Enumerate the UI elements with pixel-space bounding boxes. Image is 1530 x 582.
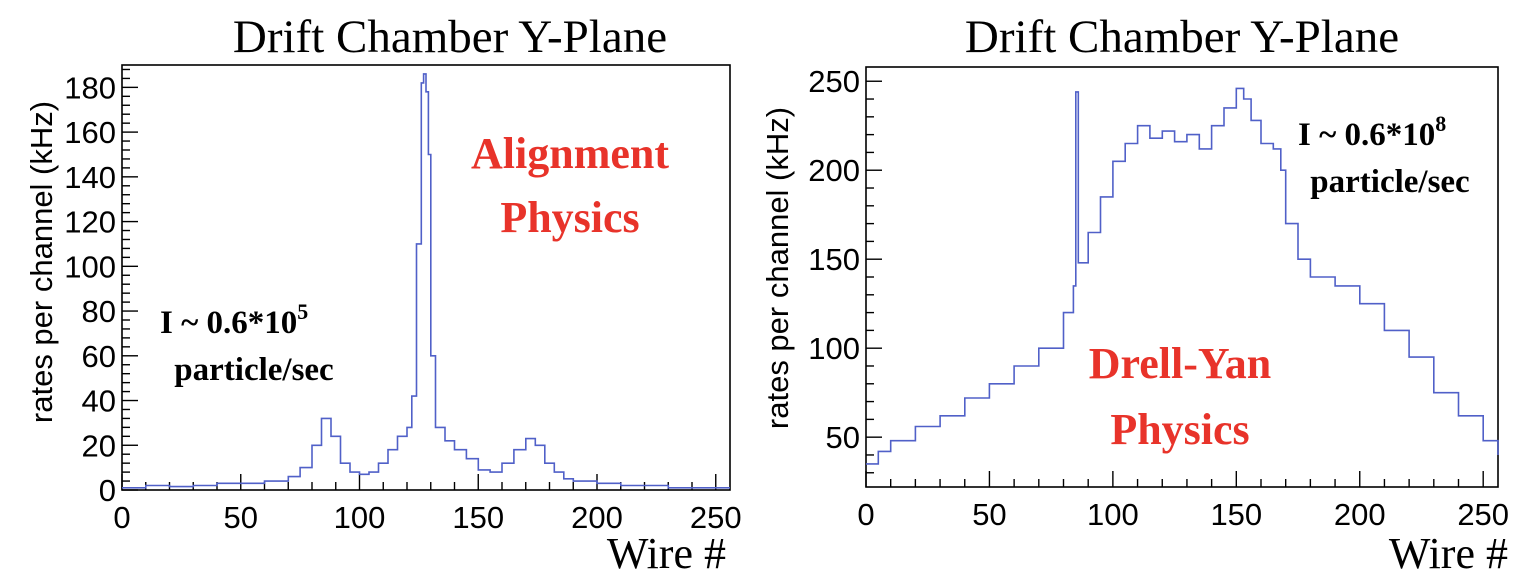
y-tick-label: 100 (64, 249, 116, 284)
y-tick-label: 60 (82, 339, 116, 374)
y-tick-label: 50 (826, 420, 860, 455)
right-y-axis-label: rates per channel (kHz) (760, 107, 795, 429)
left-x-axis-label: Wire # (607, 529, 726, 578)
y-tick-label: 120 (64, 205, 116, 240)
y-tick-label: 40 (82, 384, 116, 419)
right-physics-label-line2: Physics (1110, 405, 1249, 454)
y-tick-label: 140 (64, 160, 116, 195)
right-ticks (865, 80, 1484, 487)
right-panel: Drift Chamber Y-Plane 0 50 100 150 200 250 50… (760, 11, 1509, 578)
right-title: Drift Chamber Y-Plane (965, 11, 1399, 63)
x-tick-label: 150 (452, 500, 504, 535)
x-tick-label: 250 (1457, 497, 1509, 532)
x-tick-label: 50 (224, 500, 258, 535)
left-y-axis-label: rates per channel (kHz) (24, 101, 59, 423)
x-tick-label: 100 (334, 500, 386, 535)
left-intensity-unit: particle/sec (174, 352, 333, 388)
right-physics-label-line1: Drell-Yan (1089, 339, 1272, 388)
left-x-tick-labels: 0 50 100 150 200 250 (113, 500, 741, 535)
y-tick-label: 160 (64, 115, 116, 150)
right-intensity-unit: particle/sec (1310, 164, 1469, 200)
x-tick-label: 0 (113, 500, 130, 535)
left-physics-label-line1: Alignment (471, 129, 669, 178)
y-tick-label: 180 (64, 70, 116, 105)
left-intensity-label: I ~ 0.6*105 (160, 299, 308, 341)
y-tick-label: 100 (808, 331, 860, 366)
x-tick-label: 100 (1087, 497, 1139, 532)
y-tick-label: 0 (99, 473, 116, 508)
left-physics-label-line2: Physics (500, 193, 639, 242)
x-tick-label: 200 (571, 500, 623, 535)
y-tick-label: 250 (808, 64, 860, 99)
right-x-axis-label: Wire # (1389, 529, 1508, 578)
left-panel: Drift Chamber Y-Plane 0 50 100 150 200 250 0 2… (24, 11, 742, 578)
x-tick-label: 200 (1334, 497, 1386, 532)
left-y-tick-labels: 0 20 40 60 80 100 120 140 160 180 (64, 70, 116, 508)
x-tick-label: 150 (1210, 497, 1262, 532)
y-tick-label: 150 (808, 242, 860, 277)
left-title: Drift Chamber Y-Plane (233, 11, 667, 63)
right-y-tick-labels: 50 100 150 200 250 (808, 64, 860, 455)
left-histogram-line (122, 73, 730, 489)
left-plot-frame (121, 64, 731, 491)
y-tick-label: 20 (82, 428, 116, 463)
right-x-tick-labels: 0 50 100 150 200 250 (857, 497, 1509, 532)
y-tick-label: 80 (82, 294, 116, 329)
right-intensity-label: I ~ 0.6*108 (1298, 111, 1446, 153)
right-histogram-line (866, 87, 1499, 465)
y-tick-label: 200 (808, 153, 860, 188)
x-tick-label: 250 (690, 500, 742, 535)
x-tick-label: 50 (972, 497, 1006, 532)
x-tick-label: 0 (857, 497, 874, 532)
